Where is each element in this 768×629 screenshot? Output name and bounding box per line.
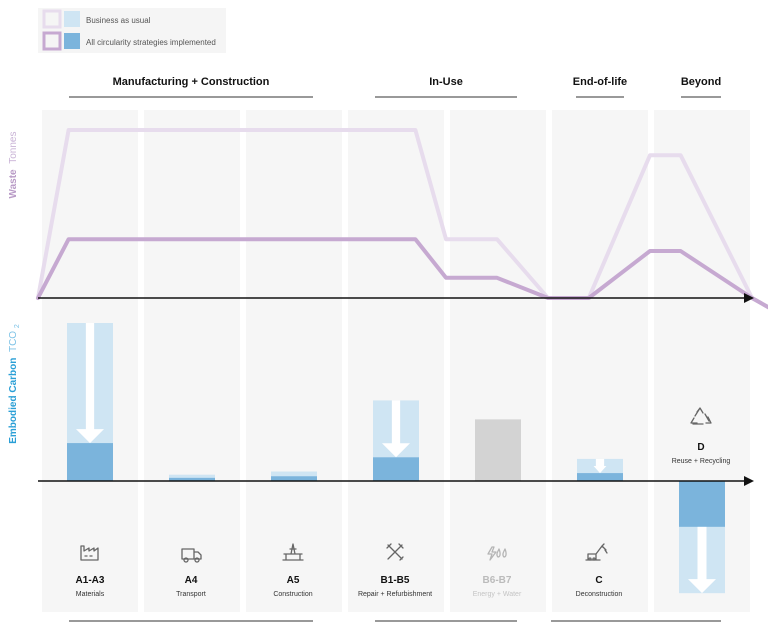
- factory-icon: [80, 545, 99, 561]
- stage-code-d: D: [697, 442, 704, 453]
- legend-label-circularity: All circularity strategies implemented: [86, 38, 216, 47]
- recycle-icon: [690, 407, 712, 425]
- legend-swatch-waste-bau: [42, 9, 62, 29]
- legend-item-circularity: All circularity strategies implemented: [42, 31, 216, 51]
- reduction-arrow-c: [593, 458, 607, 474]
- stage-labels: A1-A3 Materials A4 Transport A5 Construc…: [76, 442, 731, 598]
- carbon-bar-circular-b1-b5: [373, 457, 419, 481]
- legend-swatch-carbon-bau: [64, 11, 80, 27]
- stage-name-a1-a3: Materials: [76, 591, 105, 598]
- waste-line-circularity: [36, 237, 768, 310]
- stage-code-a5: A5: [287, 575, 300, 586]
- phase-headers: Manufacturing + Construction In-Use End-…: [69, 76, 721, 622]
- phase-label-manufacturing: Manufacturing + Construction: [113, 76, 270, 88]
- stage-name-c: Deconstruction: [576, 591, 623, 598]
- reduction-arrow-d: [688, 526, 716, 594]
- carbon-bar-operational-b6-b7: [475, 419, 521, 481]
- phase-label-end-of-life: End-of-life: [573, 76, 627, 88]
- legend: Business as usual All circularity strate…: [38, 8, 226, 53]
- energy-water-icon: [487, 546, 507, 561]
- tools-icon: [386, 543, 404, 561]
- excavator-icon: [585, 543, 608, 561]
- carbon-axis-bold: Embodied Carbon: [8, 358, 19, 444]
- reduction-arrow-b1-b5: [382, 400, 410, 458]
- carbon-bar-circular-a1-a3: [67, 443, 113, 481]
- legend-label-business-as-usual: Business as usual: [86, 16, 151, 25]
- legend-swatch-waste-circular: [42, 31, 62, 51]
- stage-column-a4: [144, 110, 240, 612]
- carbon-series: [67, 323, 725, 594]
- stage-column-c: [552, 110, 648, 612]
- carbon-bar-circular-a4: [169, 477, 215, 481]
- stage-column-a5: [246, 110, 342, 612]
- svg-text:Waste Tonnes: Waste Tonnes: [8, 132, 19, 199]
- carbon-axis-subscript: 2: [14, 324, 21, 328]
- waste-axis-bold: Waste: [8, 169, 19, 199]
- carbon-axis-title: Embodied Carbon TCO 2: [8, 324, 21, 444]
- carbon-bar-circular-d: [679, 481, 725, 527]
- svg-text:Embodied Carbon TCO: Embodied Carbon TCO 2: [8, 324, 21, 444]
- stage-name-b6-b7: Energy + Water: [473, 591, 522, 598]
- stage-name-d: Reuse + Recycling: [672, 458, 731, 465]
- phase-label-beyond: Beyond: [681, 76, 721, 88]
- stage-columns: [42, 110, 750, 612]
- reduction-arrow-a1-a3: [76, 323, 104, 444]
- stage-code-c: C: [595, 575, 602, 586]
- stage-name-b1-b5: Repair + Refurbishment: [358, 591, 432, 598]
- stage-name-a4: Transport: [176, 591, 206, 598]
- phase-label-in-use: In-Use: [429, 76, 463, 88]
- carbon-bar-circular-a5: [271, 476, 317, 481]
- stage-name-a5: Construction: [273, 591, 312, 598]
- waste-axis-unit: Tonnes: [8, 132, 19, 164]
- stage-code-a4: A4: [185, 575, 198, 586]
- carbon-bar-circular-c: [577, 473, 623, 481]
- waste-series: [36, 128, 768, 310]
- stage-code-b6-b7: B6-B7: [483, 575, 512, 586]
- stage-icons: [80, 407, 712, 563]
- stage-code-b1-b5: B1-B5: [381, 575, 410, 586]
- stage-column-b6-b7: [450, 110, 546, 612]
- waste-line-business-as-usual: [36, 128, 768, 310]
- waste-axis-title: Waste Tonnes: [8, 132, 19, 199]
- legend-swatch-carbon-circular: [64, 33, 80, 49]
- truck-icon: [181, 548, 202, 563]
- construction-icon: [282, 543, 304, 561]
- carbon-axis-unit: TCO: [8, 331, 19, 352]
- stage-code-a1-a3: A1-A3: [76, 575, 105, 586]
- legend-item-business-as-usual: Business as usual: [42, 9, 151, 29]
- stage-column-b1-b5: [348, 110, 444, 612]
